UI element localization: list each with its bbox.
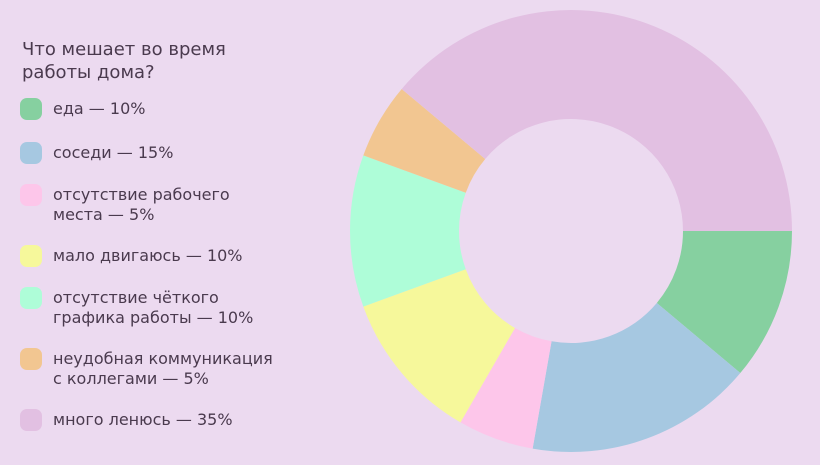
legend-item: соседи — 15% bbox=[20, 142, 320, 164]
legend-swatch bbox=[20, 184, 42, 206]
legend-swatch bbox=[20, 245, 42, 267]
legend-swatch bbox=[20, 98, 42, 120]
donut-slice bbox=[532, 302, 741, 452]
legend-label: соседи — 15% bbox=[53, 143, 174, 162]
legend-label: еда — 10% bbox=[53, 99, 146, 118]
donut-slice bbox=[350, 155, 466, 307]
chart-legend: Что мешает во время работы дома? еда — 1… bbox=[20, 38, 320, 431]
legend-item: отсутствие чёткого графика работы — 10% bbox=[20, 287, 320, 328]
donut-slice bbox=[363, 88, 486, 193]
legend-label: отсутствие чёткого графика работы — 10% bbox=[53, 288, 254, 327]
legend-swatch bbox=[20, 142, 42, 164]
legend-label: много ленюсь — 35% bbox=[53, 410, 233, 429]
legend-swatch bbox=[20, 409, 42, 431]
legend-swatch bbox=[20, 287, 42, 309]
legend-label: неудобная коммуникация с коллегами — 5% bbox=[53, 349, 273, 388]
donut-slice bbox=[460, 327, 552, 449]
legend-item: еда — 10% bbox=[20, 98, 320, 120]
legend-swatch bbox=[20, 348, 42, 370]
legend-label: отсутствие рабочего места — 5% bbox=[53, 185, 230, 224]
donut-slice bbox=[401, 9, 792, 232]
legend-item: много ленюсь — 35% bbox=[20, 409, 320, 431]
legend-label: мало двигаюсь — 10% bbox=[53, 246, 243, 265]
donut-slice bbox=[363, 269, 515, 423]
legend-items: еда — 10% соседи — 15% отсутствие рабочего… bbox=[20, 98, 320, 431]
legend-item: мало двигаюсь — 10% bbox=[20, 245, 320, 267]
donut-slice bbox=[656, 231, 792, 374]
legend-item: отсутствие рабочего места — 5% bbox=[20, 184, 320, 225]
legend-item: неудобная коммуникация с коллегами — 5% bbox=[20, 348, 320, 389]
chart-title: Что мешает во время работы дома? bbox=[22, 39, 226, 83]
